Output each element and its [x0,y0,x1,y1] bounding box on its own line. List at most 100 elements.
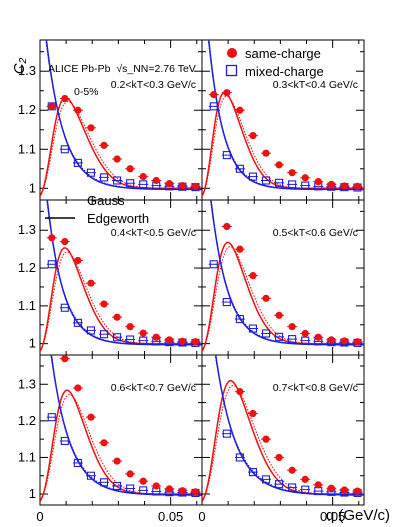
mixed-charge-point [301,485,310,494]
mixed-charge-point [222,151,231,160]
mixed-charge-edgeworth-fit [208,40,364,191]
mixed-charge-legend-marker [225,64,238,77]
mixed-charge-point [275,480,284,489]
mixed-charge-point [288,483,297,492]
same-charge-point [113,313,121,321]
same-charge-point [327,336,335,344]
mixed-charge-point [275,332,284,341]
mixed-charge-point [126,335,135,344]
y-tick-label: 1.2 [18,413,36,428]
panel-1: 1 1.1 1.2 1.3 0.2<kT<0.3 GeV/c [18,39,203,201]
fit-curves [202,40,364,197]
same-charge-point [353,182,362,190]
same-charge-point [61,355,69,363]
same-charge-point [74,384,82,392]
centrality-label: 0-5% [74,86,99,98]
gauss-legend-label: Gauss [87,193,125,208]
x-tick-label: 0 [198,509,205,524]
mixed-charge-point [126,484,135,493]
same-charge-point [113,155,121,163]
x-tick-label: 0.05 [158,509,183,524]
mixed-charge-point [126,179,135,188]
mixed-charge-point [60,303,69,312]
kt-range-label: 0.7<kT<0.8 GeV/c [273,382,358,394]
mixed-charge-point [248,324,258,333]
legend-markers: same-charge mixed-charge [225,46,324,79]
same-charge-point [236,387,244,396]
data-points [46,234,201,347]
mixed-charge-point [288,180,297,189]
same-charge-point [178,487,187,495]
panel-2: 0.3<kT<0.4 GeV/c [201,39,365,201]
same-charge-point [152,482,160,490]
mixed-charge-point [209,102,218,111]
same-charge-point [249,132,257,140]
y-tick-label: 1 [29,486,36,501]
y-tick-label: 1 [29,336,36,351]
kt-range-label: 0.2<kT<0.3 GeV/c [111,79,196,91]
mixed-charge-point [235,453,244,462]
mixed-charge-point [261,176,271,185]
edgeworth-legend-label: Edgeworth [87,211,149,226]
mixed-charge-point [73,458,82,467]
same-charge-point [126,165,134,173]
mixed-charge-point [99,478,109,487]
same-charge-point [165,180,173,188]
mixed-charge-point [99,173,109,182]
same-charge-point [249,409,257,418]
same-charge-point [340,337,349,345]
same-charge-point [178,337,187,345]
same-charge-point [165,336,173,344]
same-charge-point [126,470,134,478]
same-charge-point [301,475,309,483]
y-tick-label: 1.3 [18,63,36,78]
same-charge-point [74,256,82,265]
data-points [46,355,201,497]
panel-frame [201,354,365,506]
mixed-charge-point [86,168,96,177]
mixed-charge-legend-label: mixed-charge [245,64,324,79]
same-charge-point [191,182,200,190]
same-charge-point [48,234,56,242]
x-tick-label: 0 [36,509,43,524]
same-charge-point [191,488,200,496]
panel-4: 0.5<kT<0.6 GeV/c [201,199,365,356]
same-charge-point [210,91,218,99]
same-charge-point [275,453,283,462]
mixed-charge-point [86,326,96,335]
same-charge-point [314,481,322,489]
panel-6: 0 0.05 0.7<kT<0.8 GeV/c [198,354,365,524]
same-charge-point [340,182,349,190]
mixed-charge-point [139,180,148,189]
mixed-charge-point [99,330,109,339]
same-charge-point [353,487,362,495]
legend-fits: Gauss Edgeworth [45,193,149,226]
mixed-charge-edgeworth-fit [210,200,364,346]
same-charge-edgeworth-fit [202,91,364,197]
same-charge-point [139,329,147,337]
same-charge-point [61,94,69,103]
same-charge-point [61,237,69,246]
mixed-charge-point [73,318,82,327]
mixed-charge-point [261,475,271,484]
mixed-charge-point [139,336,148,345]
same-charge-point [288,323,296,331]
same-charge-point [223,89,231,97]
data-points [46,94,201,192]
mixed-charge-point [86,471,96,480]
y-tick-label: 1.2 [18,102,36,117]
same-charge-point [74,106,82,114]
same-charge-point [262,435,270,443]
mixed-charge-point [235,315,244,324]
same-charge-point [236,245,244,253]
same-charge-point [139,172,147,181]
experiment-label: ALICE Pb-Pb √s_NN=2.76 TeV [48,63,196,75]
mixed-charge-point [261,329,271,338]
mixed-charge-point [113,481,122,491]
mixed-charge-point [301,336,310,345]
data-points [208,222,363,347]
mixed-charge-point [248,468,258,477]
mixed-charge-gauss-fit [50,355,202,496]
y-tick-label: 1.3 [18,376,36,391]
